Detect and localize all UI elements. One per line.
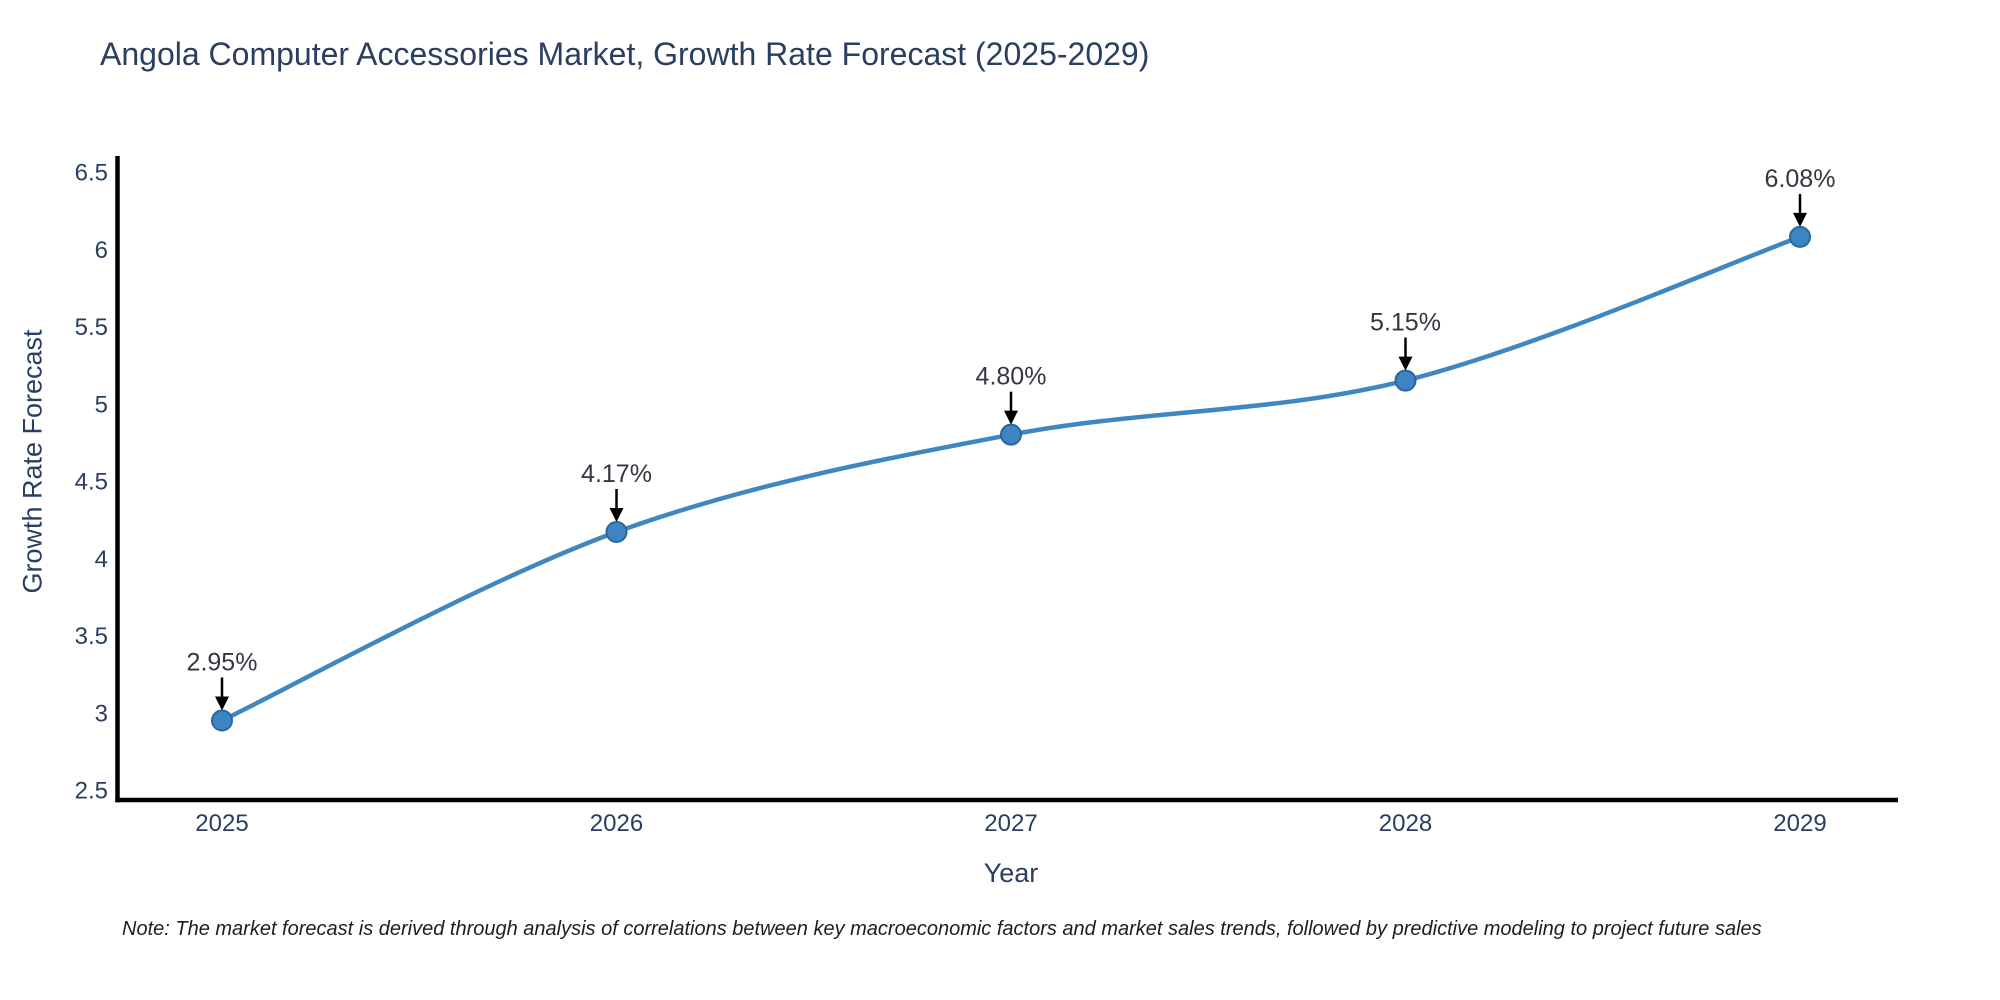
- data-point-2028: [1394, 369, 1417, 392]
- x-tick-label-2029: 2029: [1773, 810, 1826, 837]
- data-point-2027: [1000, 423, 1022, 446]
- x-axis-title: Year: [983, 858, 1039, 888]
- data-point-2029: [1789, 225, 1811, 248]
- x-tick-label-2025: 2025: [195, 810, 248, 837]
- y-tick-label-6: 6: [95, 237, 108, 264]
- annotation-label-2029: 6.08%: [1765, 165, 1836, 193]
- x-tick-label-2028: 2028: [1379, 810, 1432, 837]
- annotation-label-2028: 5.15%: [1370, 309, 1441, 337]
- y-tick-label-5.5: 5.5: [75, 314, 108, 341]
- y-tick-label-2.5: 2.5: [75, 778, 108, 805]
- y-tick-label-5: 5: [95, 391, 108, 418]
- y-tick-label-3.5: 3.5: [75, 623, 108, 650]
- annotation-arrowhead-2028: [1398, 356, 1413, 371]
- y-tick-label-4.5: 4.5: [75, 469, 108, 496]
- chart-title: Angola Computer Accessories Market, Grow…: [100, 36, 1150, 72]
- y-tick-label-3: 3: [95, 700, 108, 727]
- x-tick-label-2027: 2027: [984, 810, 1037, 837]
- annotation-arrowhead-2025: [215, 696, 229, 711]
- annotation-label-2026: 4.17%: [581, 460, 652, 488]
- annotation-label-2025: 2.95%: [187, 648, 258, 676]
- x-tick-label-2026: 2026: [590, 810, 643, 837]
- y-tick-label-6.5: 6.5: [75, 160, 108, 187]
- chart-footnote: Note: The market forecast is derived thr…: [122, 918, 1762, 940]
- annotation-label-2027: 4.80%: [976, 363, 1047, 391]
- data-point-2026: [605, 520, 628, 543]
- y-tick-label-4: 4: [95, 546, 108, 573]
- annotation-arrowhead-2026: [609, 507, 624, 522]
- annotation-arrowhead-2029: [1793, 212, 1807, 227]
- annotation-arrowhead-2027: [1004, 410, 1018, 425]
- data-point-2025: [211, 709, 233, 732]
- forecast-series-line: [219, 234, 1803, 723]
